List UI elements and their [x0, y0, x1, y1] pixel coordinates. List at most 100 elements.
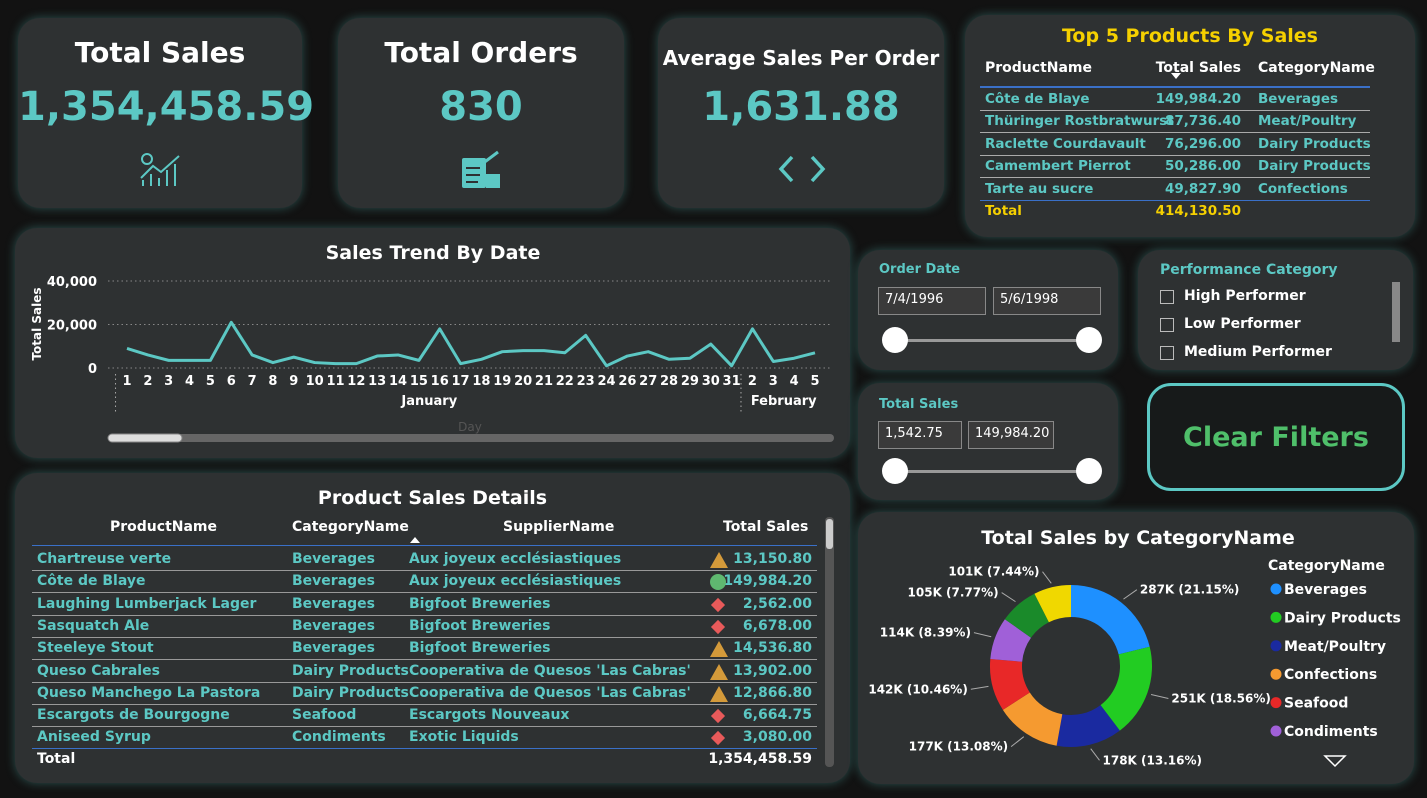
x-tick-label: 5	[810, 374, 819, 389]
kpi-title: Total Sales	[74, 36, 246, 69]
table-cell: Escargots de Bourgogne	[37, 707, 230, 724]
slider-handle[interactable]	[882, 327, 908, 353]
donut-slice	[1034, 585, 1071, 623]
table-cell: Cooperativa de Quesos 'Las Cabras'	[409, 684, 691, 701]
y-tick-label: 40,000	[47, 275, 97, 290]
row-line	[32, 748, 817, 750]
slider-handle[interactable]	[1076, 458, 1102, 484]
legend-scroll[interactable]	[1323, 755, 1347, 768]
column-header: ProductName	[985, 60, 1093, 76]
table-cell: 76,296.00	[1164, 135, 1241, 152]
table-cell: Dairy Products	[1258, 158, 1371, 175]
data-label: 105K (7.77%)	[908, 586, 999, 600]
leader-line	[1123, 589, 1138, 600]
kpi-title: Total Orders	[384, 36, 578, 69]
leader-line	[1090, 748, 1100, 761]
legend-swatch	[1270, 583, 1282, 595]
x-tick-label: 27	[639, 374, 657, 389]
x-tick-label: 2	[143, 374, 152, 389]
table-cell: 87,736.40	[1164, 113, 1241, 130]
data-label: 142K (10.46%)	[868, 682, 967, 696]
x-tick-label: 8	[268, 374, 277, 389]
x-tick-label: 21	[535, 374, 553, 389]
slicer-title: Order Date	[879, 262, 961, 277]
table-cell: Confections	[1258, 180, 1348, 197]
table-cell: Chartreuse verte	[37, 551, 172, 567]
column-header: CategoryName	[292, 519, 409, 535]
row-line	[32, 726, 817, 728]
table-cell: 149,984.20	[723, 573, 812, 590]
x-tick-label: 7	[248, 374, 257, 389]
table-cell: Tarte au sucre	[985, 180, 1094, 197]
total-label: Total	[37, 751, 76, 767]
table-cell: 6,664.75	[742, 707, 812, 724]
table-cell: 2,562.00	[742, 595, 812, 612]
date-input[interactable]: 5/6/1998	[993, 287, 1101, 315]
chart-title: Total Sales by CategoryName	[981, 527, 1295, 549]
x-tick-label: 4	[185, 374, 194, 389]
status-icon	[710, 552, 728, 568]
table-cell: Beverages	[292, 551, 375, 567]
header-line	[32, 545, 817, 546]
table-cell: Camembert Pierrot	[985, 158, 1131, 175]
scroll-thumb[interactable]	[107, 433, 183, 443]
x-tick-label: 26	[618, 374, 636, 389]
range-input[interactable]: 1,542.75	[878, 421, 962, 449]
legend-label: Meat/Poultry	[1284, 639, 1386, 655]
legend-swatch	[1270, 640, 1282, 652]
donut-slice	[1004, 593, 1049, 638]
details-card: Product Sales Details ProductName Categor…	[15, 473, 850, 783]
column-header: CategoryName	[1258, 60, 1375, 76]
row-line	[980, 154, 1370, 156]
table-cell: Dairy Products	[292, 684, 409, 701]
x-tick-label: 3	[769, 374, 778, 389]
kpi-card: Total Sales 1,354,458.59	[18, 18, 314, 208]
row-line	[980, 132, 1370, 134]
legend-label: Dairy Products	[1284, 610, 1401, 626]
option-label: Low Performer	[1184, 316, 1301, 332]
legend-swatch	[1270, 725, 1282, 737]
table-cell: Aux joyeux ecclésiastiques	[409, 551, 622, 567]
legend-swatch	[1270, 697, 1282, 709]
slicer-title: Total Sales	[879, 397, 959, 412]
donut-slice	[1056, 705, 1120, 747]
kpi-card: Average Sales Per Order 1,631.88	[658, 18, 944, 208]
column-header: Total Sales	[723, 519, 809, 535]
leader-line	[1150, 694, 1169, 700]
x-tick-label: 30	[702, 374, 720, 389]
donut-slice	[990, 619, 1031, 662]
table-cell: Côte de Blaye	[985, 91, 1090, 107]
clear-filters-button[interactable]: Clear Filters	[1147, 383, 1405, 491]
slider-handle[interactable]	[1076, 327, 1102, 353]
x-tick-label: 9	[289, 374, 298, 389]
slider-handle[interactable]	[882, 458, 908, 484]
range-input[interactable]: 149,984.20	[968, 421, 1054, 449]
table-cell: 49,827.90	[1164, 180, 1241, 197]
donut-slice	[1002, 692, 1063, 746]
table-cell: Aniseed Syrup	[37, 729, 151, 746]
donut-slice	[1100, 646, 1153, 731]
x-tick-label: 19	[493, 374, 511, 389]
scroll-thumb[interactable]	[826, 519, 833, 549]
status-icon	[710, 685, 728, 702]
kpi-icon	[462, 150, 500, 188]
x-group-label: February	[751, 394, 817, 409]
checkbox	[1160, 290, 1174, 304]
table-cell: Bigfoot Breweries	[409, 595, 551, 612]
x-tick-label: 18	[472, 374, 490, 389]
date-input[interactable]: 7/4/1996	[878, 287, 986, 315]
top-products-card: Top 5 Products By Sales ProductName Total…	[965, 15, 1415, 237]
donut-slice	[1071, 585, 1150, 655]
x-tick-label: 2	[748, 374, 757, 389]
status-icon	[710, 574, 726, 591]
table-cell: Laughing Lumberjack Lager	[37, 595, 257, 612]
scrollbar[interactable]	[1392, 282, 1400, 342]
legend-title: CategoryName	[1268, 558, 1385, 574]
slider-track	[896, 470, 1088, 473]
table-cell: Seafood	[292, 707, 357, 724]
column-header: ProductName	[110, 519, 218, 535]
table-cell: Sasquatch Ale	[37, 617, 150, 634]
scrollbar[interactable]	[825, 517, 834, 767]
table-cell: Côte de Blaye	[37, 573, 146, 590]
